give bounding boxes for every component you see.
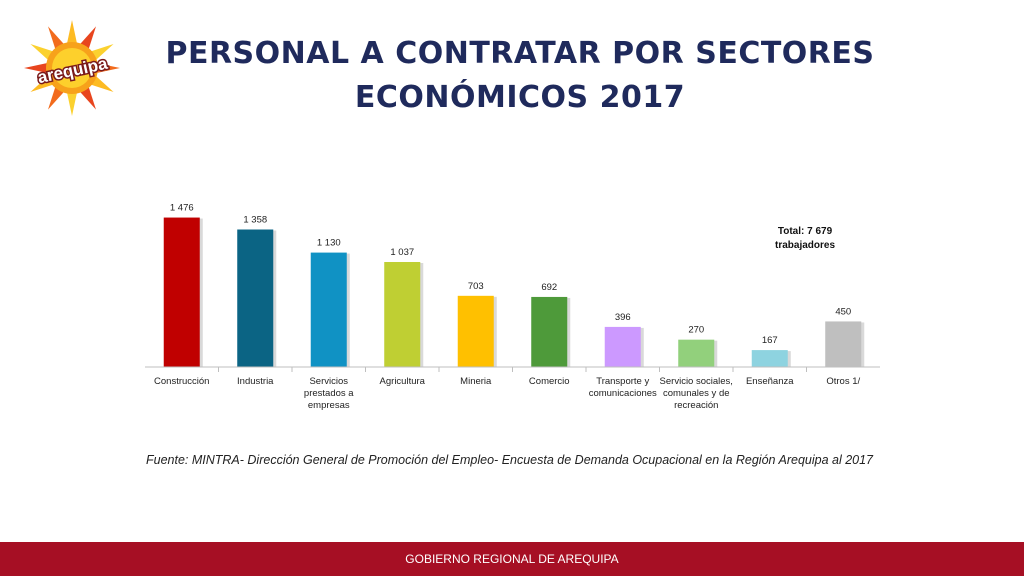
bar [678,339,715,367]
data-label: 270 [688,325,704,336]
category-label: Enseñanza [746,376,794,387]
category-label-line: empresas [308,400,350,411]
data-label: 396 [615,312,631,323]
footer-bar: GOBIERNO REGIONAL DE AREQUIPA [0,542,1024,576]
sun-ray [89,75,114,92]
bar [237,229,274,367]
bar [384,262,421,367]
bar [531,296,568,367]
bar-chart-svg: 1 476 Construcción 1 358 Industria 1 130 Serv… [145,203,880,411]
data-label: 167 [762,335,778,346]
sun-ray [48,26,65,51]
sun-ray [66,20,78,45]
title-line-1: PERSONAL A CONTRATAR POR SECTORES [165,36,875,71]
footer-text: GOBIERNO REGIONAL DE AREQUIPA [405,552,619,566]
category-label: Comercio [529,376,570,387]
bar [604,326,641,367]
bar [825,321,862,367]
category-label-line: Enseñanza [746,376,794,387]
category-label-line: Agricultura [380,376,426,387]
category-label: Industria [237,376,274,387]
data-label: 692 [541,282,557,293]
category-label-line: comunales y de [663,388,730,399]
sun-ray [79,26,96,51]
category-label: Otros 1/ [826,376,860,387]
data-label: 1 358 [243,215,267,226]
category-label: Servicio sociales, comunales y de recreaci… [660,376,733,411]
sun-ray [30,75,55,92]
category-label-line: comunicaciones [589,388,657,399]
category-label-line: Otros 1/ [826,376,860,387]
data-label: 1 476 [170,203,194,214]
sun-ray [89,44,114,61]
total-annotation-line-1: Total: 7 679 [777,226,833,237]
sun-ray [48,85,65,110]
category-label-line: Comercio [529,376,570,387]
category-label-line: prestados a [304,388,354,399]
data-label: 1 130 [317,238,341,249]
category-label: Construcción [154,376,209,387]
category-label-line: Mineria [460,376,492,387]
bar [751,350,788,367]
category-label-line: Servicios [309,376,348,387]
category-label-line: Industria [237,376,274,387]
bar-chart: 1 476 Construcción 1 358 Industria 1 130 Serv… [120,195,920,430]
sun-ray [95,62,120,74]
source-note: Fuente: MINTRA- Dirección General de Pro… [146,453,874,467]
sun-rays [24,20,120,116]
title-line-2: ECONÓMICOS 2017 [354,80,686,115]
sun-ray [24,62,49,74]
category-label-line: Servicio sociales, [660,376,733,387]
total-annotation-line-2: trabajadores [774,240,836,251]
category-label-line: Construcción [154,376,209,387]
arequipa-logo: arequipa [22,18,122,118]
bar [310,252,347,367]
data-label: 450 [835,306,851,317]
sun-ray [79,85,96,110]
sun-ray [66,91,78,116]
category-label: Transporte y comunicaciones [589,376,657,399]
category-label: Mineria [460,376,492,387]
category-label-line: Transporte y [596,376,649,387]
bar [457,295,494,367]
sun-core [52,48,92,88]
category-label: Servicios prestados a empresas [304,376,354,411]
bar [163,217,200,367]
page-title: PERSONAL A CONTRATAR POR SECTORES ECONÓM… [150,32,890,120]
category-label: Agricultura [380,376,426,387]
data-label: 1 037 [390,247,414,258]
sun-ray [30,44,55,61]
category-label-line: recreación [674,400,718,411]
data-label: 703 [468,281,484,292]
total-annotation: Total: 7 679 trabajadores [760,225,850,253]
